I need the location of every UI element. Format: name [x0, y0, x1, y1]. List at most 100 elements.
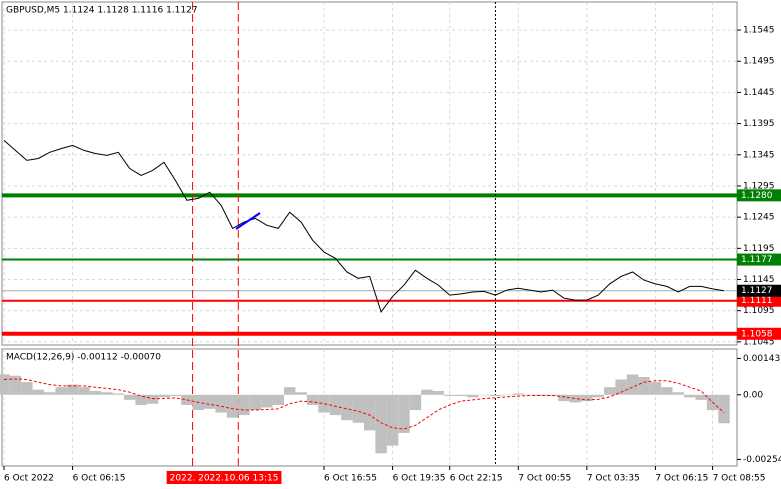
histogram-bar [421, 389, 433, 395]
histogram-bar [55, 387, 67, 395]
x-tick-label: 7 Oct 00:55 [518, 474, 571, 484]
histogram-bar [215, 394, 227, 413]
histogram-bar [284, 387, 296, 395]
histogram-bar [272, 394, 284, 405]
y-tick-label: 1.1095 [743, 306, 775, 316]
x-tick-label: 6 Oct 16:55 [324, 474, 377, 484]
histogram-bar [89, 390, 102, 395]
histogram-bar [512, 393, 524, 395]
histogram-bar [44, 392, 56, 395]
y-tick-label: 1.1445 [743, 88, 775, 98]
histogram-bar [478, 394, 490, 396]
histogram-bar [226, 394, 239, 418]
y-tick-label: 1.1245 [743, 213, 775, 223]
y-tick-label: 0.00143 [743, 354, 780, 364]
histogram-bar [398, 394, 410, 433]
histogram-bar [158, 394, 170, 398]
histogram-bar [569, 394, 582, 403]
histogram-bar [78, 387, 90, 395]
histogram-bar [375, 394, 387, 454]
level-label: 1.1058 [741, 329, 773, 339]
level-label: 1.1111 [741, 296, 773, 306]
histogram-bar [204, 394, 216, 409]
histogram-bar [238, 394, 250, 416]
level-label-box [737, 253, 781, 266]
vertical-line-label-box [195, 471, 282, 484]
histogram-bar [112, 393, 124, 395]
y-tick-label: 1.1295 [743, 181, 775, 191]
histogram-bar [21, 382, 33, 395]
histogram-bar [649, 382, 662, 395]
level-label: 1.1280 [741, 191, 773, 201]
x-tick-label: 7 Oct 08:55 [713, 474, 766, 484]
histogram-bar [386, 394, 399, 446]
histogram-bar [295, 392, 307, 395]
histogram-bar [341, 394, 353, 421]
histogram-bar [329, 394, 342, 416]
x-tick-label: 6 Oct 06:15 [73, 474, 126, 484]
y-tick-label: 1.1545 [743, 26, 775, 36]
histogram-bar [66, 384, 79, 395]
price-line [3, 140, 725, 313]
histogram-bar [581, 394, 593, 402]
x-tick-label: 7 Oct 03:35 [587, 474, 640, 484]
chart-title: GBPUSD,M5 1.1124 1.1128 1.1116 1.1127 [6, 6, 198, 16]
current-price-label: 1.1127 [741, 286, 773, 296]
level-label-box [737, 327, 781, 340]
panel-frame [1, 1, 738, 346]
level-label: 1.1177 [741, 255, 773, 265]
histogram-bar [32, 389, 44, 395]
x-tick-label: 6 Oct 19:35 [393, 474, 446, 484]
histogram-bar [501, 394, 513, 396]
histogram-bar [684, 394, 696, 398]
histogram-bar [466, 394, 479, 398]
y-tick-label: -0.00254 [743, 455, 781, 465]
trend-segment [235, 212, 261, 230]
macd-title: MACD(12,26,9) -0.00112 -0.00070 [6, 353, 161, 363]
histogram-bar [249, 394, 262, 411]
histogram-bar [9, 375, 22, 395]
histogram-bar [146, 394, 159, 404]
histogram-bar [535, 394, 547, 397]
histogram-bar [695, 394, 707, 400]
histogram-bar [626, 374, 639, 395]
panel-frame [1, 348, 738, 467]
y-tick-label: 1.1345 [743, 150, 775, 160]
histogram-bar [615, 379, 627, 395]
vertical-line-label: 2022.10.0 [170, 474, 216, 484]
histogram-bar [169, 394, 182, 397]
histogram-bar [261, 394, 273, 408]
histogram-bar [661, 387, 673, 395]
histogram-bar [318, 394, 330, 413]
histogram-bar [672, 392, 684, 395]
histogram-bar [718, 394, 730, 424]
histogram-bar [306, 394, 319, 405]
level-label-box [737, 189, 781, 202]
signal-line [3, 378, 725, 430]
y-tick-label: 1.1145 [743, 275, 775, 285]
histogram-bar [604, 387, 616, 395]
histogram-bar [638, 376, 650, 395]
x-tick-label: 6 Oct 2022 [4, 474, 54, 484]
histogram-bar [364, 394, 376, 431]
level-label-box [737, 294, 781, 307]
y-tick-label: 1.1195 [743, 244, 775, 254]
y-tick-label: 0.00 [743, 390, 763, 400]
histogram-bar [352, 394, 364, 423]
y-tick-label: 1.1045 [743, 337, 775, 347]
histogram-bar [432, 390, 444, 395]
histogram-bar [444, 394, 456, 397]
x-tick-label: 7 Oct 06:15 [655, 474, 708, 484]
histogram-bar [124, 394, 136, 400]
y-tick-label: 1.1495 [743, 57, 775, 67]
current-price-box [737, 284, 781, 297]
histogram-bar [0, 374, 10, 395]
histogram-bar [101, 392, 113, 395]
y-tick-label: 1.1395 [743, 119, 775, 129]
x-tick-label: 6 Oct 22:15 [450, 474, 503, 484]
histogram-bar [558, 394, 570, 402]
vertical-line-label: 2022.10.06 13:15 [198, 474, 278, 484]
histogram-bar [455, 394, 467, 397]
histogram-bar [409, 394, 422, 411]
